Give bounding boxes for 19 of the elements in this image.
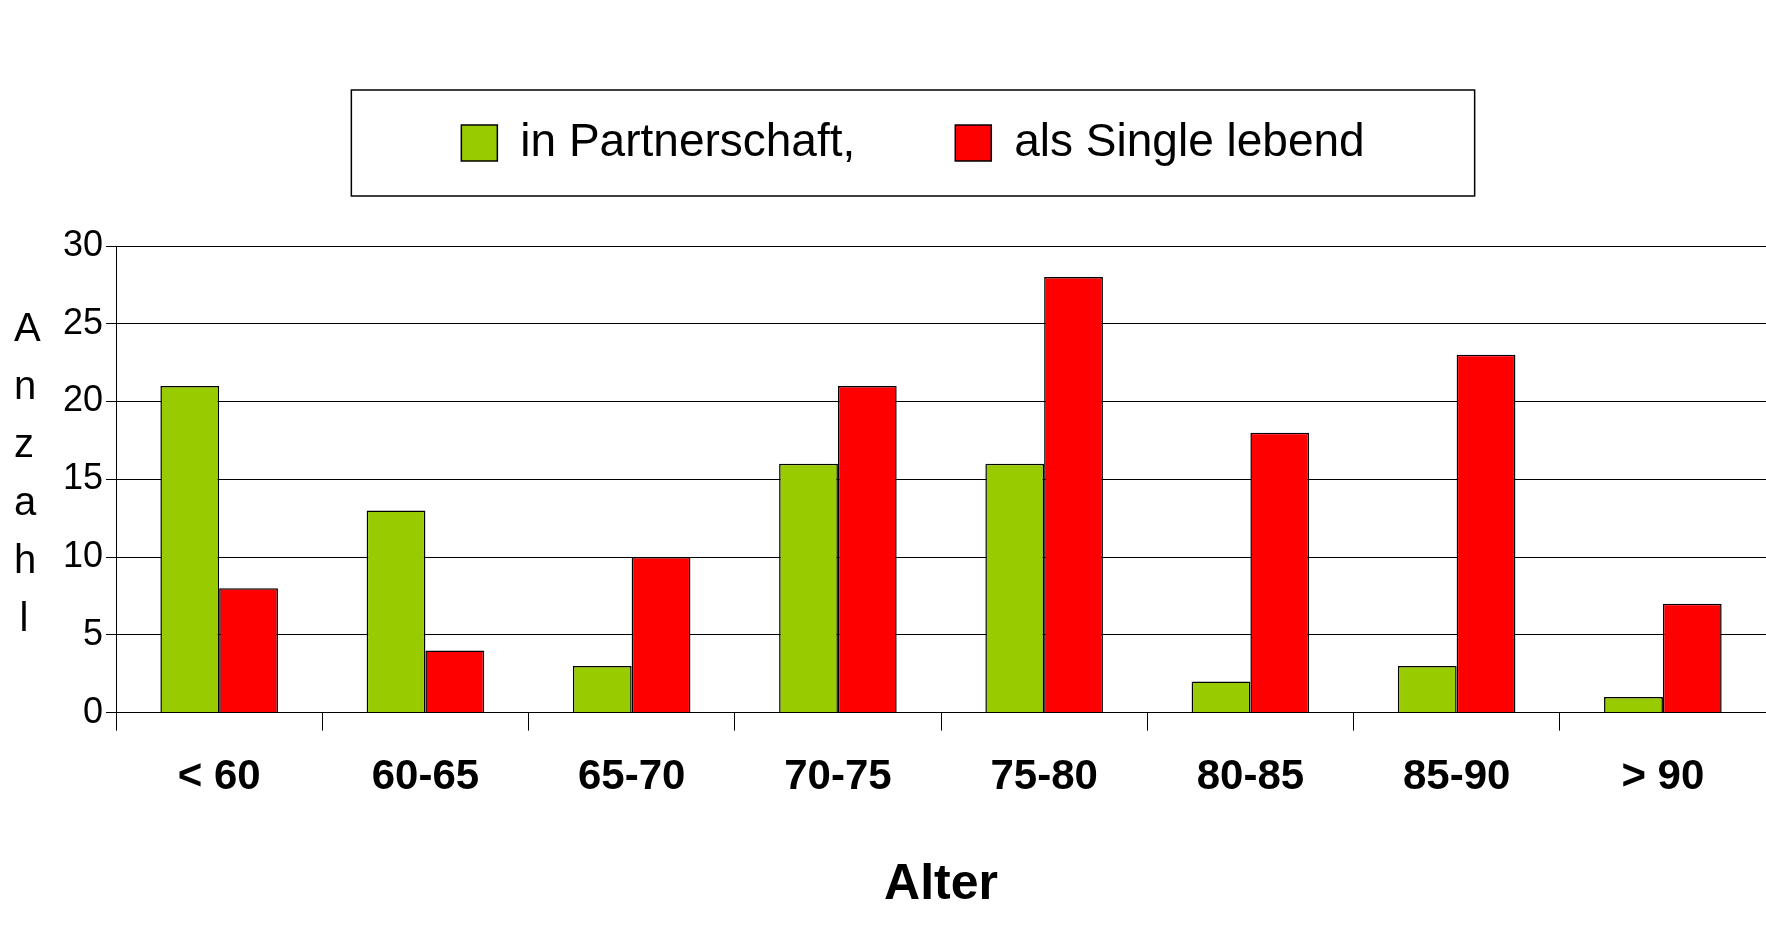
x-tick-label: 70-75 xyxy=(784,751,892,799)
legend-label: in Partnerschaft, xyxy=(520,113,856,166)
y-tick-label: 10 xyxy=(63,533,104,575)
y-tick-label: 20 xyxy=(63,378,104,420)
x-tick-label: 60-65 xyxy=(371,751,480,799)
y-axis-title: Anzahl xyxy=(14,304,41,641)
x-tick-label: > 90 xyxy=(1621,751,1705,799)
y-tick-label: 15 xyxy=(63,456,104,498)
y-tick-label: 0 xyxy=(83,689,104,731)
y-tick-label: 25 xyxy=(63,300,104,342)
x-tick-label: 65-70 xyxy=(577,751,686,799)
y-tick-label: 30 xyxy=(63,222,104,264)
y-tick-label: 5 xyxy=(83,611,104,653)
legend-label: als Single lebend xyxy=(1014,113,1365,166)
x-tick-label: 75-80 xyxy=(990,751,1098,799)
x-tick-label: 80-85 xyxy=(1196,751,1305,799)
x-axis-title: Alter xyxy=(884,853,998,910)
x-tick-label: < 60 xyxy=(177,751,261,799)
x-tick-label: 85-90 xyxy=(1402,751,1511,799)
